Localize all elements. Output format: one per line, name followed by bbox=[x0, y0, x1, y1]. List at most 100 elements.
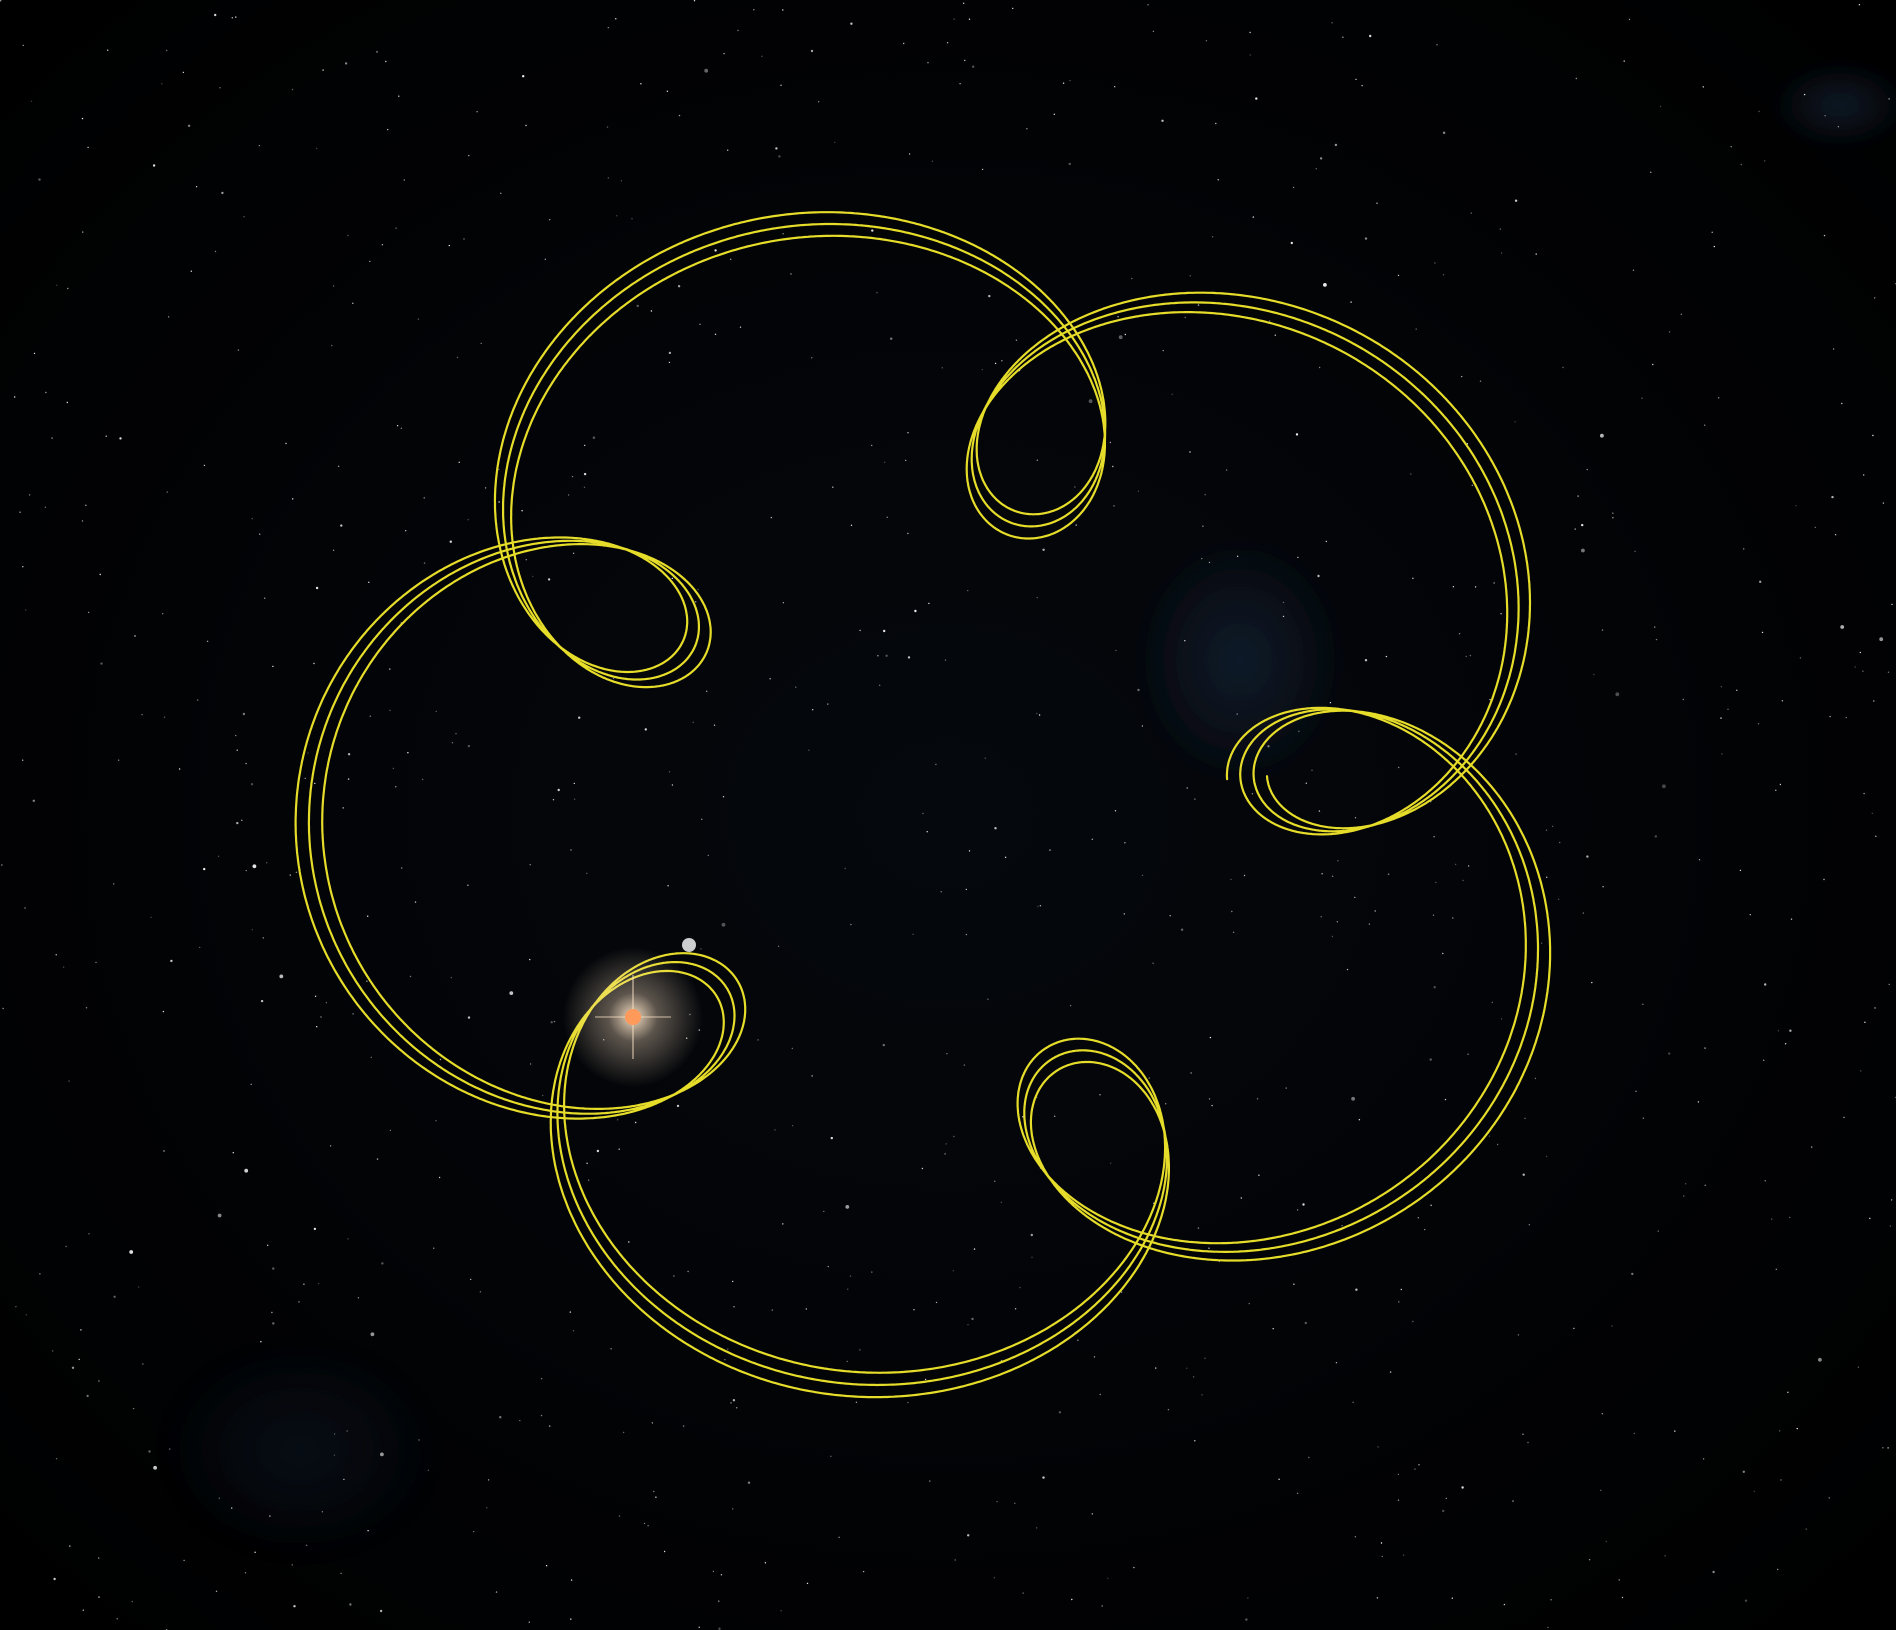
background-star bbox=[770, 516, 772, 519]
background-star bbox=[847, 1288, 849, 1290]
background-star bbox=[1777, 1030, 1780, 1032]
background-star bbox=[1611, 1325, 1613, 1327]
background-star bbox=[994, 827, 997, 830]
background-star bbox=[349, 1603, 352, 1606]
background-star bbox=[1718, 397, 1720, 399]
background-star bbox=[1727, 708, 1729, 710]
background-star bbox=[584, 444, 586, 447]
background-star bbox=[38, 178, 41, 181]
background-star bbox=[697, 588, 699, 591]
background-star bbox=[417, 318, 420, 320]
background-star bbox=[1704, 424, 1706, 426]
background-star bbox=[542, 1094, 544, 1097]
background-star bbox=[1442, 131, 1446, 134]
sun-marker[interactable] bbox=[563, 947, 703, 1087]
background-star bbox=[1133, 1566, 1135, 1569]
background-star bbox=[203, 867, 206, 871]
background-star bbox=[1385, 655, 1388, 658]
background-star bbox=[272, 665, 274, 668]
background-star bbox=[1650, 171, 1652, 173]
background-star bbox=[1225, 469, 1228, 471]
background-star bbox=[519, 1419, 521, 1422]
background-star bbox=[1180, 928, 1184, 931]
background-star bbox=[499, 1416, 502, 1419]
background-star bbox=[1871, 812, 1874, 815]
background-star bbox=[1500, 613, 1502, 615]
background-star bbox=[1331, 935, 1334, 938]
background-star bbox=[15, 1306, 17, 1308]
background-star bbox=[166, 49, 168, 52]
background-star bbox=[707, 854, 709, 857]
background-star bbox=[1685, 1183, 1687, 1185]
background-star bbox=[1120, 1291, 1123, 1293]
background-star bbox=[1282, 601, 1285, 604]
background-star bbox=[553, 1020, 556, 1023]
background-star bbox=[467, 519, 469, 521]
background-star bbox=[1442, 1509, 1445, 1513]
background-star bbox=[782, 1223, 784, 1225]
background-star bbox=[1302, 1203, 1305, 1206]
background-star bbox=[1799, 657, 1802, 659]
background-star bbox=[931, 160, 934, 162]
background-star bbox=[1575, 77, 1578, 80]
background-star bbox=[395, 786, 397, 788]
background-star bbox=[1165, 1103, 1167, 1105]
background-star bbox=[449, 540, 452, 543]
background-star bbox=[935, 763, 937, 766]
background-star bbox=[529, 864, 531, 866]
background-star bbox=[727, 149, 729, 151]
background-star bbox=[967, 1534, 970, 1537]
background-star bbox=[699, 323, 701, 325]
background-star bbox=[1194, 798, 1196, 800]
background-star bbox=[883, 629, 886, 633]
background-star bbox=[668, 351, 672, 355]
background-star bbox=[529, 1063, 532, 1065]
background-star bbox=[68, 1080, 70, 1082]
background-star bbox=[612, 677, 615, 680]
background-star bbox=[1184, 316, 1186, 319]
background-star bbox=[1474, 586, 1477, 588]
background-star bbox=[1434, 262, 1436, 264]
background-star bbox=[214, 13, 217, 17]
background-star bbox=[236, 749, 238, 751]
background-star bbox=[1202, 525, 1204, 527]
background-star bbox=[260, 1341, 262, 1343]
background-star bbox=[545, 1565, 548, 1567]
background-star bbox=[1753, 1490, 1756, 1493]
background-star bbox=[1099, 1393, 1101, 1396]
background-star bbox=[85, 504, 87, 506]
background-star bbox=[606, 126, 609, 128]
background-star bbox=[834, 141, 836, 144]
background-star bbox=[381, 1262, 384, 1265]
background-star bbox=[1205, 40, 1208, 42]
background-star bbox=[818, 101, 820, 103]
background-star bbox=[578, 716, 581, 719]
background-star bbox=[1461, 375, 1463, 378]
background-star bbox=[487, 1479, 490, 1481]
background-star bbox=[51, 437, 53, 439]
background-star bbox=[1803, 93, 1806, 96]
nebula-layer bbox=[160, 60, 1896, 1560]
background-star bbox=[790, 273, 792, 275]
background-star bbox=[771, 1309, 773, 1311]
background-star bbox=[907, 656, 911, 659]
background-star bbox=[650, 310, 653, 312]
background-star bbox=[244, 1168, 249, 1173]
background-star bbox=[1514, 199, 1518, 202]
background-star bbox=[907, 532, 909, 535]
background-star bbox=[1258, 1174, 1260, 1176]
background-star bbox=[1882, 502, 1885, 504]
background-star bbox=[1577, 495, 1579, 497]
background-star bbox=[1141, 725, 1144, 727]
background-star bbox=[1124, 842, 1126, 844]
background-star bbox=[55, 1458, 58, 1460]
background-star bbox=[267, 1244, 269, 1247]
background-star bbox=[1655, 638, 1658, 641]
background-star bbox=[1712, 1570, 1715, 1574]
background-star bbox=[1891, 603, 1893, 606]
background-star bbox=[1341, 1225, 1343, 1227]
background-star bbox=[1015, 339, 1018, 341]
background-star bbox=[1872, 434, 1874, 437]
